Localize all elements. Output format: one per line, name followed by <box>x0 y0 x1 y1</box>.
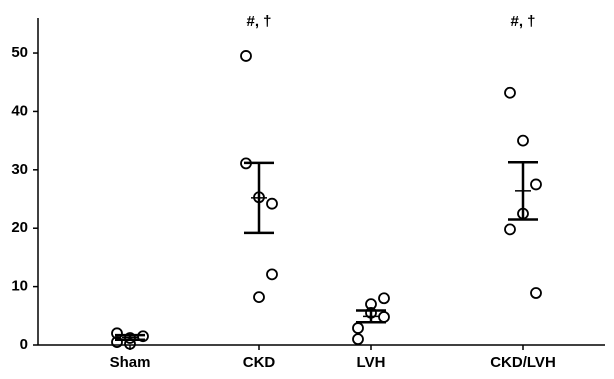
data-point <box>240 157 252 170</box>
annotation: #, † <box>510 13 535 30</box>
data-point <box>517 207 529 220</box>
data-point <box>352 322 364 334</box>
data-point <box>253 191 265 204</box>
x-tick-label: CKD <box>243 354 276 371</box>
data-point <box>111 327 123 340</box>
data-point <box>504 223 516 236</box>
x-tick-label: CKD/LVH <box>490 354 556 371</box>
data-point <box>266 268 278 281</box>
y-tick-label: 30 <box>11 161 28 178</box>
data-point <box>266 197 278 210</box>
data-point <box>378 311 390 323</box>
data-point <box>517 134 529 147</box>
data-point <box>137 330 149 343</box>
x-tick-label: Sham <box>110 354 151 371</box>
y-tick-label: 0 <box>20 336 28 353</box>
data-point <box>111 336 123 348</box>
data-point <box>365 298 377 311</box>
data-point <box>253 291 265 304</box>
y-tick-label: 20 <box>11 219 28 236</box>
data-point <box>240 50 252 62</box>
data-point <box>124 337 136 350</box>
data-point <box>530 178 542 191</box>
y-tick-label: 50 <box>11 44 28 61</box>
data-point <box>504 86 516 99</box>
data-point <box>378 292 390 305</box>
y-tick-label: 10 <box>11 278 28 295</box>
data-point <box>124 332 136 344</box>
data-point <box>365 306 377 319</box>
y-tick-label: 40 <box>11 102 28 119</box>
data-point <box>530 287 542 299</box>
data-point <box>352 333 364 346</box>
x-tick-label: LVH <box>357 354 386 371</box>
annotation: #, † <box>246 13 271 30</box>
